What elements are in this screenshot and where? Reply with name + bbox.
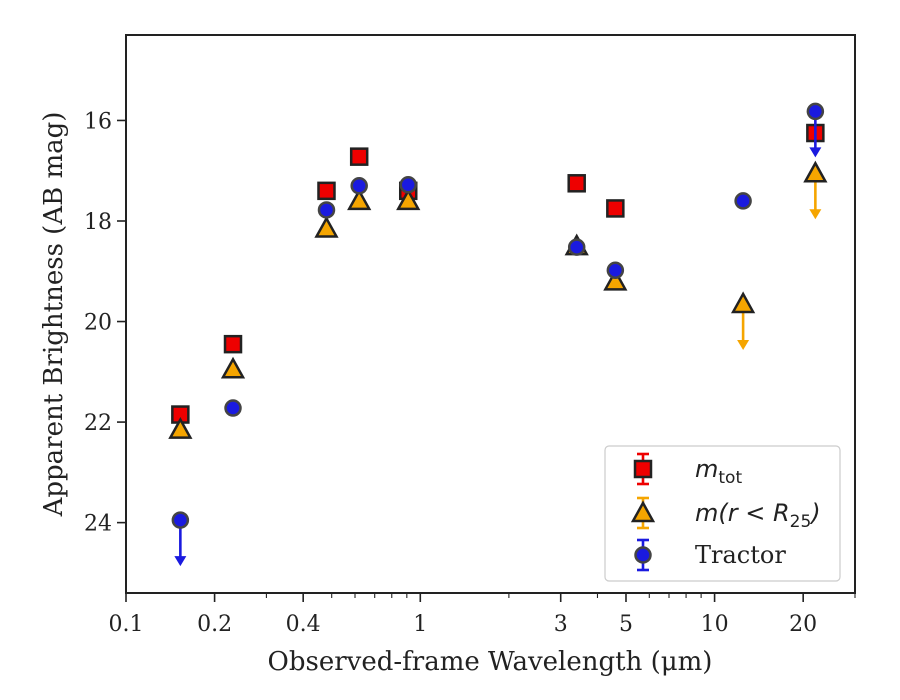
data-point bbox=[806, 102, 825, 121]
data-point bbox=[603, 268, 628, 291]
x-tick-label: 20 bbox=[789, 612, 817, 637]
legend-marker bbox=[630, 500, 656, 523]
x-tick-label: 1 bbox=[413, 612, 427, 637]
data-point bbox=[730, 291, 756, 314]
legend-marker bbox=[633, 459, 653, 479]
legend-entry: m(r < R25) bbox=[630, 496, 821, 532]
x-tick-label: 10 bbox=[701, 612, 729, 637]
data-point bbox=[223, 334, 243, 354]
y-tick-label: 20 bbox=[84, 311, 112, 336]
x-tick-label: 0.4 bbox=[286, 612, 321, 637]
y-tick-label: 22 bbox=[84, 411, 112, 436]
legend-entry: Tractor bbox=[634, 538, 786, 572]
x-axis: 0.1 0.2 0.4 1 3 5 10 20 bbox=[109, 593, 856, 637]
y-tick-label: 16 bbox=[84, 109, 112, 134]
data-point bbox=[171, 511, 190, 529]
data-point bbox=[347, 188, 372, 211]
series-2 bbox=[171, 102, 825, 567]
data-point bbox=[220, 356, 246, 379]
x-tick-label: 3 bbox=[554, 612, 568, 637]
data-point bbox=[350, 177, 368, 195]
data-point bbox=[567, 238, 586, 256]
plot-marks bbox=[168, 102, 828, 567]
legend-marker bbox=[634, 546, 652, 564]
data-point bbox=[168, 417, 193, 439]
data-point bbox=[734, 192, 752, 210]
y-axis: 16 18 20 22 24 bbox=[84, 109, 126, 537]
x-tick-label: 0.2 bbox=[197, 612, 232, 637]
data-point bbox=[317, 201, 336, 219]
legend: mtot m(r < R25) Tractor bbox=[604, 445, 841, 582]
data-point bbox=[399, 176, 417, 194]
legend-label: mtot bbox=[695, 455, 742, 488]
legend-entry: mtot bbox=[633, 452, 742, 488]
data-point bbox=[314, 215, 339, 238]
data-point bbox=[606, 261, 625, 280]
series-1 bbox=[168, 160, 828, 439]
data-point bbox=[317, 181, 336, 201]
data-point bbox=[606, 199, 625, 218]
y-axis-label: Apparent Brightness (AB mag) bbox=[39, 112, 69, 518]
legend-box bbox=[604, 445, 841, 582]
y-tick-label: 24 bbox=[84, 512, 112, 537]
x-tick-label: 0.1 bbox=[109, 612, 144, 637]
y-tick-label: 18 bbox=[84, 210, 112, 235]
legend-label: m(r < R25) bbox=[695, 499, 821, 532]
data-point bbox=[224, 399, 242, 417]
data-point bbox=[567, 174, 586, 193]
data-point bbox=[349, 147, 369, 166]
series-0 bbox=[171, 123, 825, 424]
data-point bbox=[803, 160, 828, 183]
data-point bbox=[396, 188, 421, 211]
x-axis-label: Observed-frame Wavelength (μm) bbox=[268, 647, 713, 677]
legend-label: Tractor bbox=[695, 541, 786, 569]
plot-frame bbox=[125, 34, 856, 594]
x-tick-label: 5 bbox=[619, 612, 633, 637]
